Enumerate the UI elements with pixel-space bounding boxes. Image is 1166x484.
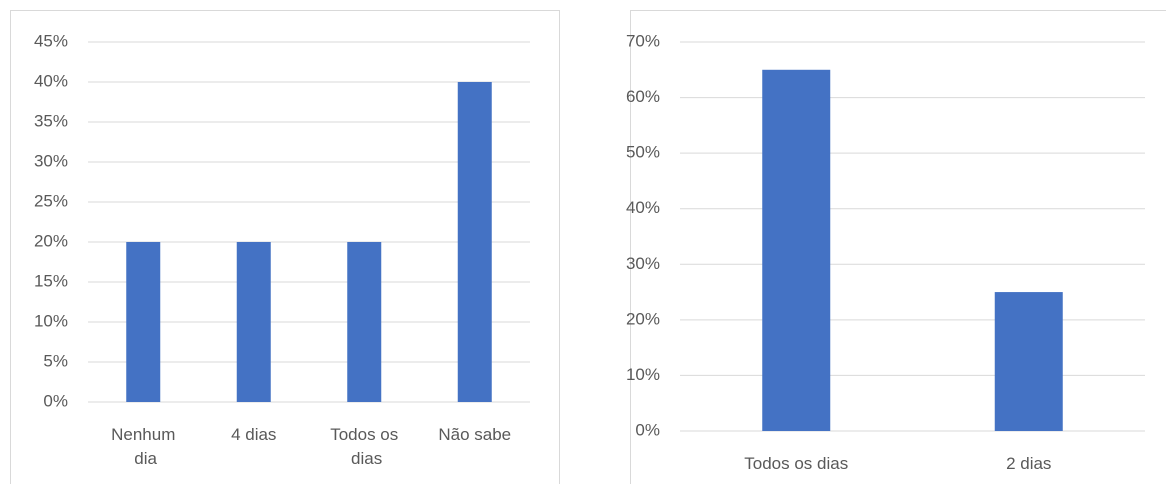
y-tick-label: 40% — [34, 71, 68, 90]
y-tick-label: 10% — [626, 365, 660, 384]
y-tick-label: 35% — [34, 111, 68, 130]
x-tick-label: Todos os dias — [744, 454, 848, 473]
y-tick-label: 15% — [34, 271, 68, 290]
x-tick-label: 2 dias — [1006, 454, 1051, 473]
y-tick-label: 20% — [626, 309, 660, 328]
bar — [347, 242, 382, 402]
bar — [457, 82, 492, 402]
x-tick-label: Nenhum dia — [111, 425, 175, 468]
bar — [762, 69, 831, 432]
x-tick-label: Todos os dias — [330, 425, 398, 468]
y-tick-label: 50% — [626, 143, 660, 162]
y-tick-label: 60% — [626, 87, 660, 106]
y-tick-label: 25% — [34, 191, 68, 210]
chart-frame — [630, 10, 1166, 484]
bar — [126, 242, 161, 402]
chart-frame — [10, 10, 560, 484]
x-tick-label: Não sabe — [438, 425, 511, 444]
x-tick-label: 4 dias — [231, 425, 276, 444]
y-tick-label: 0% — [635, 420, 660, 439]
y-tick-label: 0% — [43, 391, 68, 410]
y-tick-label: 30% — [34, 151, 68, 170]
bar — [236, 242, 271, 402]
y-tick-label: 70% — [626, 31, 660, 50]
y-tick-label: 40% — [626, 198, 660, 217]
y-tick-label: 10% — [34, 311, 68, 330]
y-tick-label: 20% — [34, 231, 68, 250]
bar — [994, 292, 1063, 431]
y-tick-label: 45% — [34, 31, 68, 50]
y-tick-label: 5% — [43, 351, 68, 370]
y-tick-label: 30% — [626, 254, 660, 273]
